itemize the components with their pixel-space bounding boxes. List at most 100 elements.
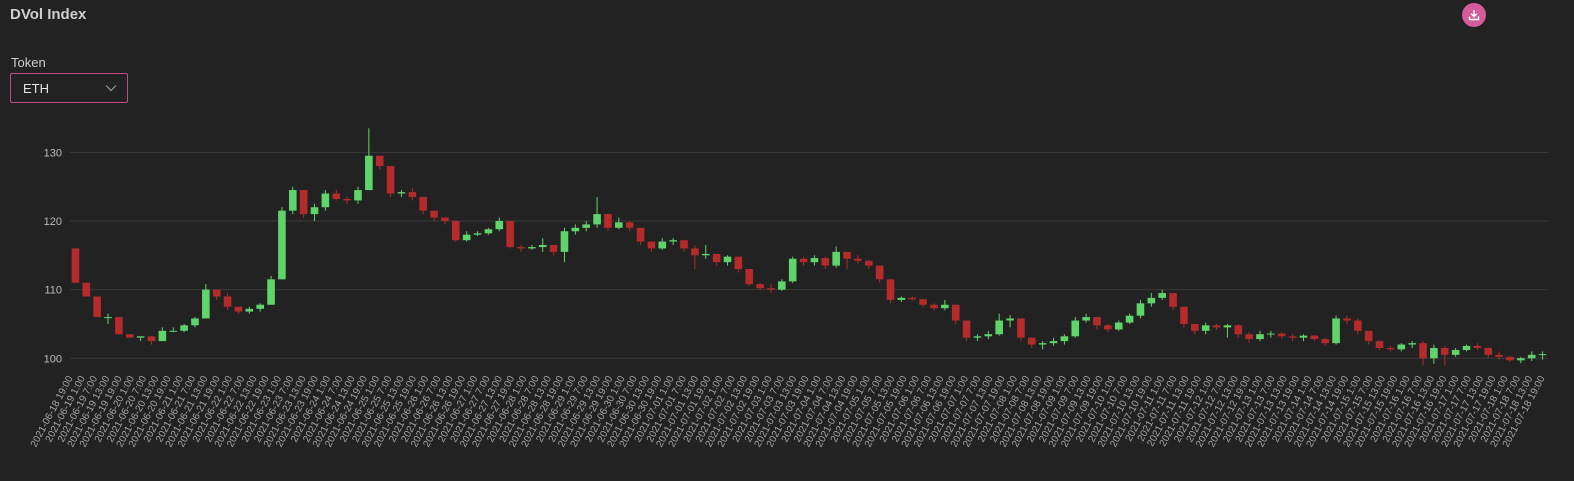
candle-body (147, 336, 156, 342)
candle-body (1038, 343, 1047, 345)
candle-body (1006, 318, 1014, 321)
candle-body (441, 217, 449, 221)
candle-body (604, 214, 612, 228)
candle-body (1071, 320, 1080, 337)
candle (799, 256, 808, 266)
candle (897, 296, 906, 302)
candle (1343, 315, 1351, 324)
candle-body (1223, 325, 1232, 328)
candle (701, 245, 710, 259)
candle (223, 293, 232, 311)
candle (451, 220, 460, 242)
candle (538, 238, 547, 252)
candle (864, 260, 873, 270)
candle-body (1125, 315, 1134, 323)
candle (1462, 344, 1471, 352)
candle-body (636, 227, 645, 242)
candle (625, 220, 634, 232)
candle (125, 334, 134, 338)
candle-body (1517, 358, 1525, 361)
candle-body (375, 155, 384, 167)
candle-body (538, 245, 547, 248)
candle (745, 269, 754, 287)
token-select-value: ETH (23, 80, 49, 96)
candle (995, 313, 1003, 336)
candle-body (1495, 354, 1503, 357)
candle-body (278, 210, 286, 280)
candle (71, 248, 80, 283)
candle (984, 330, 993, 340)
candle (278, 207, 286, 280)
candle-body (832, 251, 840, 266)
candle (136, 336, 145, 342)
candle-body (1277, 333, 1286, 337)
candle (549, 245, 558, 256)
candle-body (1343, 318, 1351, 321)
candle (147, 336, 156, 345)
candle-body (843, 251, 851, 259)
candle (843, 251, 851, 270)
candle (1299, 334, 1308, 342)
candle (386, 166, 395, 197)
candle (1538, 351, 1547, 360)
candle (332, 190, 341, 201)
candle-body (1288, 336, 1297, 338)
candle-body (1354, 320, 1362, 331)
candle (1060, 334, 1069, 345)
candle-body (386, 166, 395, 194)
candle (321, 190, 330, 211)
candle-body (778, 281, 786, 290)
candle-body (799, 258, 808, 263)
candle-body (1321, 339, 1330, 344)
candle-body (615, 222, 623, 228)
candle-body (354, 190, 362, 201)
candle (1082, 313, 1090, 323)
candle (1180, 306, 1188, 328)
candle-body (1527, 354, 1536, 359)
candle (158, 327, 167, 342)
candle-body (647, 241, 656, 249)
candle (1419, 341, 1427, 366)
candle-body (1180, 306, 1188, 324)
candle-body (1364, 330, 1373, 342)
candle (82, 282, 91, 297)
candle-body (723, 256, 732, 263)
token-select[interactable]: ETH (10, 73, 128, 103)
candle (1397, 343, 1406, 352)
candle (734, 256, 743, 273)
candle-body (701, 253, 710, 256)
candle-body (1060, 336, 1069, 342)
candle (1104, 323, 1112, 333)
candle (517, 245, 525, 252)
candle-body (506, 220, 514, 248)
candle-body (115, 317, 123, 335)
candle (1169, 293, 1177, 311)
candle-body (1169, 293, 1177, 307)
candle-body (1462, 345, 1471, 351)
candle-body (299, 190, 308, 215)
candle (484, 227, 493, 235)
download-button[interactable] (1462, 3, 1486, 27)
candle (1256, 330, 1264, 342)
candle (104, 313, 112, 324)
candle (1158, 289, 1167, 300)
candle-body (462, 234, 471, 241)
candle-body (1310, 335, 1319, 340)
candle-body (788, 258, 797, 282)
candle-body (984, 334, 993, 337)
candle-body (93, 296, 101, 318)
candle-body (1408, 343, 1416, 345)
candle (93, 296, 101, 318)
candle (408, 188, 417, 201)
candle-body (886, 279, 895, 300)
candle-body (1538, 354, 1547, 356)
candle (169, 327, 178, 333)
candle-body (864, 260, 873, 266)
candle (180, 323, 188, 333)
candle (712, 253, 721, 266)
candle-body (1104, 325, 1112, 330)
candle (615, 217, 623, 230)
candle (854, 255, 862, 264)
candle (202, 284, 210, 319)
